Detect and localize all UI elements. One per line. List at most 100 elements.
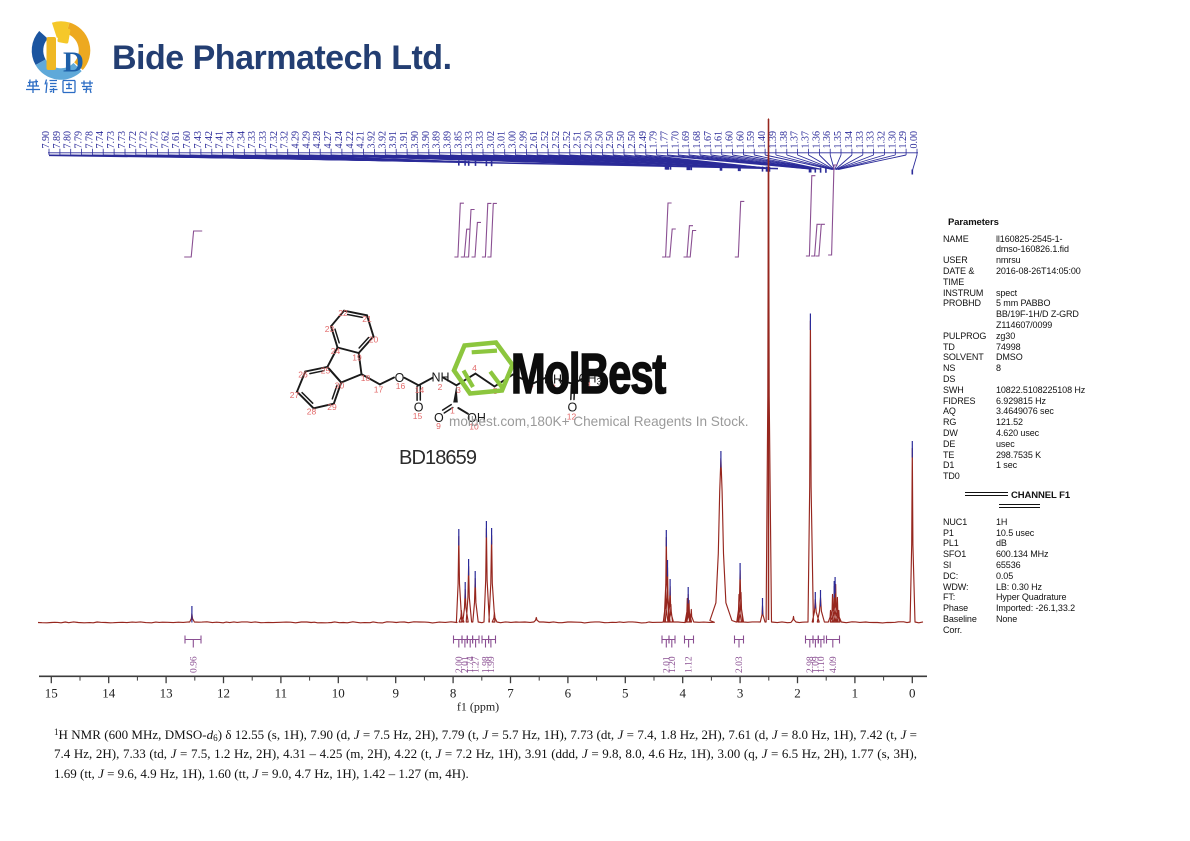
svg-text:0.96: 0.96 xyxy=(189,656,199,673)
svg-text:OH: OH xyxy=(467,411,486,425)
svg-text:12: 12 xyxy=(217,686,230,701)
svg-text:25: 25 xyxy=(321,366,331,376)
svg-text:NH: NH xyxy=(544,373,562,387)
svg-text:1.30: 1.30 xyxy=(887,131,898,149)
svg-text:3.00: 3.00 xyxy=(508,131,519,149)
svg-text:1.70: 1.70 xyxy=(670,131,681,149)
svg-text:O: O xyxy=(414,401,424,415)
svg-text:3.85: 3.85 xyxy=(453,131,464,149)
svg-text:molbest.com,180K+ Chemical Rea: molbest.com,180K+ Chemical Reagents In S… xyxy=(449,414,749,429)
svg-text:4.27: 4.27 xyxy=(323,131,334,149)
svg-text:2.50: 2.50 xyxy=(584,131,595,149)
svg-text:2: 2 xyxy=(438,382,443,392)
svg-text:1.09: 1.09 xyxy=(811,656,821,673)
svg-text:3: 3 xyxy=(456,385,461,395)
svg-text:2.01: 2.01 xyxy=(461,656,471,673)
svg-text:NH: NH xyxy=(431,371,449,385)
svg-text:1.27: 1.27 xyxy=(472,656,482,673)
svg-text:6: 6 xyxy=(565,686,572,701)
svg-text:3.91: 3.91 xyxy=(399,131,410,149)
svg-text:4.29: 4.29 xyxy=(291,131,302,149)
svg-text:2.98: 2.98 xyxy=(806,656,816,673)
svg-text:13: 13 xyxy=(160,686,173,701)
svg-text:1.36: 1.36 xyxy=(822,131,833,149)
svg-text:3: 3 xyxy=(737,686,744,701)
svg-text:22: 22 xyxy=(338,308,348,318)
svg-text:O: O xyxy=(395,371,405,385)
svg-text:7.41: 7.41 xyxy=(215,131,226,149)
svg-text:7.79: 7.79 xyxy=(74,131,85,149)
svg-text:21: 21 xyxy=(362,314,372,324)
svg-text:24: 24 xyxy=(331,346,341,356)
svg-text:7.61: 7.61 xyxy=(171,131,182,149)
svg-text:10: 10 xyxy=(332,686,345,701)
svg-text:12: 12 xyxy=(567,412,577,422)
svg-text:19: 19 xyxy=(352,353,362,363)
svg-text:1.60: 1.60 xyxy=(735,131,746,149)
svg-text:D: D xyxy=(63,47,84,79)
svg-text:0.00: 0.00 xyxy=(909,131,920,149)
svg-text:3.33: 3.33 xyxy=(464,131,475,149)
svg-text:3.89: 3.89 xyxy=(432,131,443,149)
svg-text:13: 13 xyxy=(581,380,591,390)
svg-text:3.01: 3.01 xyxy=(497,131,508,149)
svg-text:7.78: 7.78 xyxy=(84,131,95,149)
svg-text:2.03: 2.03 xyxy=(735,656,745,673)
svg-text:0: 0 xyxy=(909,686,916,701)
svg-text:8: 8 xyxy=(551,383,556,393)
svg-text:2.51: 2.51 xyxy=(573,131,584,149)
svg-text:15: 15 xyxy=(45,686,58,701)
svg-text:16: 16 xyxy=(396,381,406,391)
svg-text:1.37: 1.37 xyxy=(801,131,812,149)
svg-text:2.52: 2.52 xyxy=(562,131,573,149)
svg-text:2.99: 2.99 xyxy=(518,131,529,149)
svg-text:1.40: 1.40 xyxy=(757,131,768,149)
svg-text:4.28: 4.28 xyxy=(312,131,323,149)
svg-text:20: 20 xyxy=(369,335,379,345)
svg-text:1.33: 1.33 xyxy=(855,131,866,149)
svg-text:2.50: 2.50 xyxy=(605,131,616,149)
svg-text:28: 28 xyxy=(307,407,317,417)
svg-text:1.38: 1.38 xyxy=(779,131,790,149)
svg-text:3.92: 3.92 xyxy=(377,131,388,149)
svg-text:1.33: 1.33 xyxy=(866,131,877,149)
svg-text:1.10: 1.10 xyxy=(817,656,827,673)
svg-text:5: 5 xyxy=(622,686,629,701)
svg-text:17: 17 xyxy=(374,385,384,395)
svg-text:1.69: 1.69 xyxy=(681,131,692,149)
svg-text:9: 9 xyxy=(392,686,399,701)
svg-text:1: 1 xyxy=(852,686,859,701)
svg-text:1.99: 1.99 xyxy=(487,656,497,673)
svg-text:7.60: 7.60 xyxy=(182,131,193,149)
svg-text:1.61: 1.61 xyxy=(714,131,725,149)
svg-text:7.42: 7.42 xyxy=(204,131,215,149)
svg-text:7: 7 xyxy=(507,686,514,701)
svg-text:1.32: 1.32 xyxy=(876,131,887,149)
svg-text:3.33: 3.33 xyxy=(475,131,486,149)
svg-text:7.32: 7.32 xyxy=(269,131,280,149)
svg-text:7.72: 7.72 xyxy=(139,131,150,149)
svg-text:4.22: 4.22 xyxy=(345,131,356,149)
svg-text:2.52: 2.52 xyxy=(551,131,562,149)
svg-text:3.89: 3.89 xyxy=(442,131,453,149)
svg-text:4.29: 4.29 xyxy=(301,131,312,149)
svg-text:O: O xyxy=(568,401,578,415)
svg-text:27: 27 xyxy=(290,390,300,400)
svg-text:7.43: 7.43 xyxy=(193,131,204,149)
svg-text:7.89: 7.89 xyxy=(52,131,63,149)
svg-text:2.49: 2.49 xyxy=(638,131,649,149)
svg-text:10: 10 xyxy=(469,422,479,432)
svg-text:Bide Pharmatech Ltd.: Bide Pharmatech Ltd. xyxy=(112,39,452,77)
svg-text:14: 14 xyxy=(102,686,116,701)
svg-text:1.60: 1.60 xyxy=(725,131,736,149)
svg-text:2.00: 2.00 xyxy=(455,656,465,673)
svg-text:2.50: 2.50 xyxy=(594,131,605,149)
svg-text:1.12: 1.12 xyxy=(685,656,695,673)
svg-text:1.77: 1.77 xyxy=(659,131,670,149)
svg-text:1.20: 1.20 xyxy=(668,656,678,673)
svg-text:4: 4 xyxy=(472,363,477,373)
svg-text:1.37: 1.37 xyxy=(790,131,801,149)
svg-text:4.09: 4.09 xyxy=(829,656,839,673)
svg-text:2.50: 2.50 xyxy=(616,131,627,149)
svg-text:7.72: 7.72 xyxy=(128,131,139,149)
